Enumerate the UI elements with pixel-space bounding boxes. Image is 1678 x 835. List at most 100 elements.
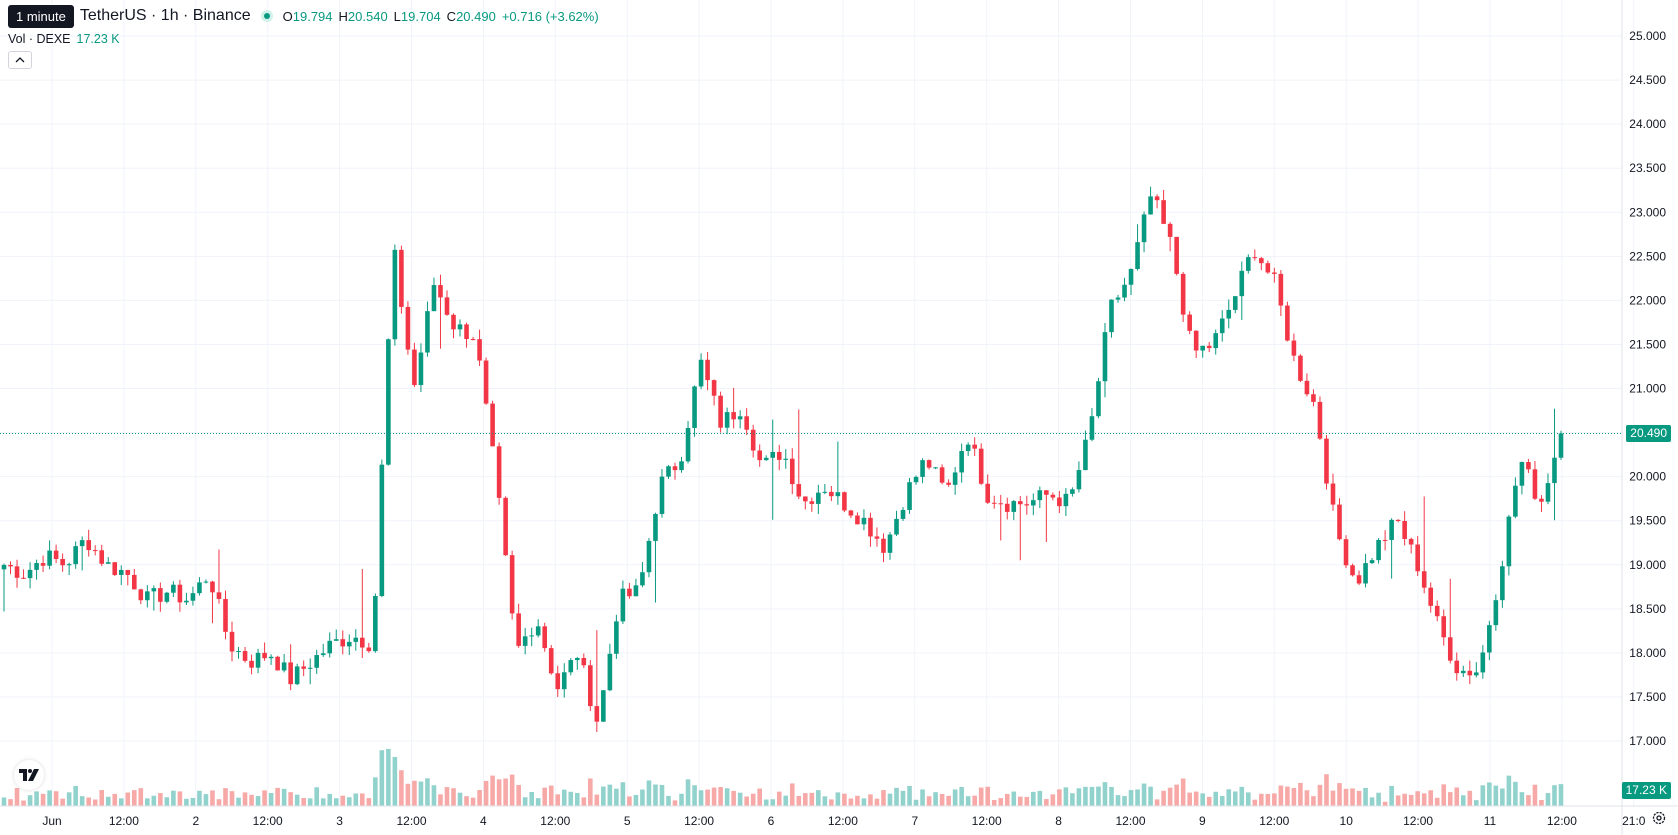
- volume-bar: [1558, 784, 1564, 806]
- candle-body: [99, 550, 105, 564]
- candle-body: [920, 460, 925, 477]
- volume-bar: [711, 787, 717, 806]
- volume-bar: [1174, 784, 1179, 806]
- candle-body: [581, 657, 587, 666]
- chart-settings-button[interactable]: [1648, 807, 1670, 829]
- volume-bar: [60, 798, 65, 806]
- volume-bar: [379, 750, 385, 806]
- market-status-dot[interactable]: [260, 10, 273, 22]
- volume-bar: [197, 790, 202, 806]
- volume-bar: [509, 774, 515, 806]
- volume-bar: [620, 782, 626, 806]
- candle-body: [1291, 340, 1297, 356]
- time-tick-label: 10: [1340, 814, 1354, 828]
- candle-body: [399, 249, 404, 307]
- volume-bar: [1395, 795, 1401, 806]
- candle-body: [705, 359, 710, 381]
- volume-bar: [138, 788, 144, 806]
- volume-bar: [340, 795, 346, 806]
- volume-bar: [522, 797, 528, 806]
- candle-body: [750, 429, 756, 451]
- volume-bar: [346, 797, 352, 806]
- symbol-title[interactable]: TetherUS · 1h · Binance: [79, 7, 251, 24]
- volume-bar: [53, 791, 59, 806]
- interval-tooltip: 1 minute: [8, 4, 74, 28]
- time-tick-label: 12:00: [109, 814, 139, 828]
- candle-body: [125, 569, 131, 575]
- volume-bar: [405, 783, 411, 806]
- candle-body: [1278, 273, 1284, 306]
- candle-body: [131, 574, 137, 590]
- volume-bar: [1135, 789, 1140, 806]
- time-scale[interactable]: Jun 12:00 2 12:00 3 12:00 4 12:00 5 12:00 6 12:00 7 1…: [42, 814, 1645, 828]
- volume-bar: [1213, 791, 1219, 806]
- candle-body: [763, 457, 769, 461]
- candle-body: [275, 656, 280, 671]
- candle-body: [425, 311, 430, 353]
- open-value: 19.794: [292, 8, 333, 24]
- volume-bar: [887, 793, 893, 806]
- candle-body: [894, 518, 899, 535]
- candle-body: [900, 509, 906, 519]
- volume-bar: [770, 799, 776, 806]
- volume-bar: [1272, 793, 1277, 806]
- candle-body: [789, 458, 795, 485]
- volume-bar: [679, 793, 684, 806]
- candle-body: [640, 572, 645, 586]
- candle-body: [1109, 299, 1114, 333]
- candle-body: [842, 492, 847, 511]
- volume-bar: [1415, 791, 1420, 806]
- time-tick-label: 21:0: [1622, 814, 1646, 828]
- volume-bar: [1421, 793, 1427, 806]
- candle-body: [1272, 272, 1277, 274]
- candle-body: [1545, 483, 1551, 502]
- collapse-legend-button[interactable]: [8, 51, 32, 69]
- volume-bar: [496, 779, 502, 806]
- candle-body: [1337, 504, 1342, 540]
- volume-bar: [229, 791, 235, 806]
- candle-body: [1180, 273, 1186, 315]
- volume-bar: [750, 793, 756, 806]
- volume-bar: [737, 792, 743, 806]
- candle-body: [1154, 196, 1160, 201]
- volume-bar: [262, 790, 267, 806]
- volume-bar: [1161, 790, 1166, 806]
- volume-bar: [913, 799, 919, 806]
- candle-body: [1141, 214, 1147, 243]
- candle-body: [1513, 485, 1518, 517]
- candle-body: [1031, 500, 1036, 506]
- volume-bar: [581, 797, 587, 806]
- volume-bar: [490, 775, 495, 806]
- volume-bar: [659, 784, 665, 806]
- volume-bar: [829, 799, 834, 806]
- candle-body: [1311, 394, 1316, 402]
- volume-bar: [1076, 788, 1082, 806]
- candle-body: [392, 249, 398, 340]
- volume-bar: [314, 787, 320, 806]
- grid-lines: [0, 0, 1635, 806]
- volume-bar: [835, 792, 841, 806]
- volume-bar: [203, 794, 209, 806]
- candle-body: [1083, 439, 1088, 471]
- candle-body: [731, 412, 736, 420]
- candle-body: [874, 536, 880, 539]
- volume-bar: [1460, 795, 1466, 806]
- candle-body: [972, 444, 977, 449]
- candle-body: [1265, 263, 1271, 273]
- candle-body: [1200, 345, 1205, 351]
- time-tick-label: 9: [1199, 814, 1206, 828]
- volume-bar: [118, 798, 124, 806]
- volume-legend[interactable]: Vol · DEXE 17.23 K: [8, 32, 120, 46]
- volume-bar: [985, 786, 991, 806]
- volume-bar: [1350, 788, 1355, 806]
- volume-bar: [907, 785, 912, 806]
- tradingview-logo-icon[interactable]: [14, 760, 44, 790]
- candle-body: [646, 540, 652, 573]
- candle-body: [60, 558, 65, 566]
- candle-body: [952, 472, 958, 485]
- price-scale[interactable]: 17.000 17.500 18.000 18.500 19.000 19.500 20.0…: [1629, 29, 1666, 748]
- volume-bar: [1513, 781, 1518, 806]
- candle-body: [184, 600, 189, 603]
- candle-body: [1369, 560, 1375, 564]
